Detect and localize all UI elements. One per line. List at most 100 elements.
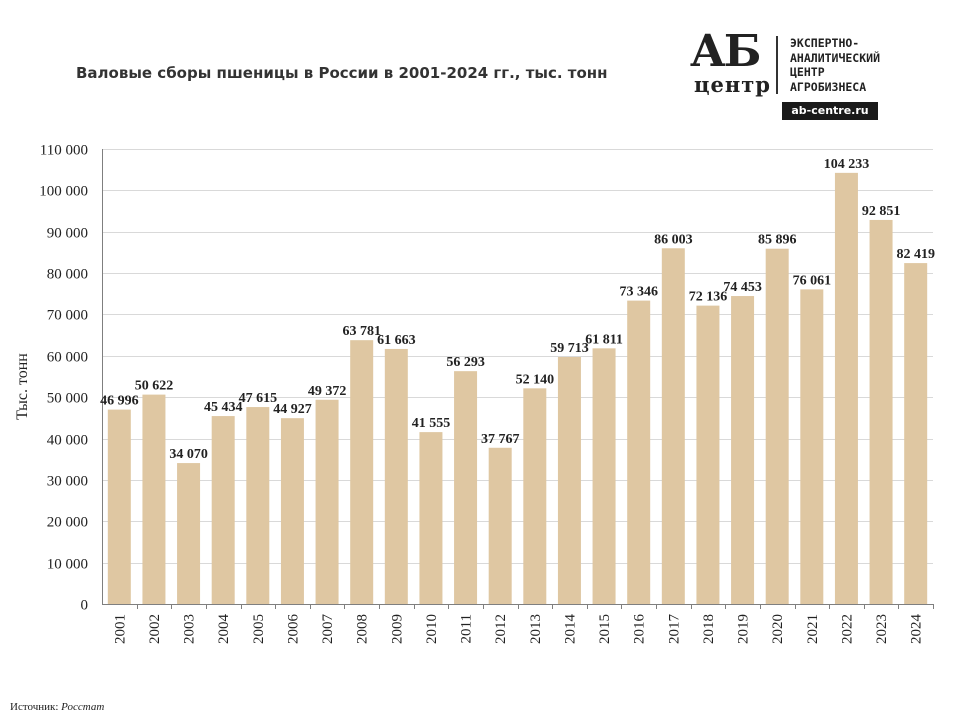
bar (419, 432, 443, 604)
x-tick-label: 2002 (147, 614, 163, 644)
y-axis-label: Тыс. тонн (14, 353, 31, 420)
data-label: 61 811 (585, 332, 623, 347)
x-tick-label: 2011 (459, 614, 475, 643)
y-tick-label: 90 000 (47, 226, 88, 242)
y-tick-label: 100 000 (39, 184, 88, 200)
x-tick-label: 2021 (805, 614, 821, 644)
bar (246, 407, 270, 604)
x-tick-label: 2010 (424, 614, 440, 644)
x-tick-label: 2009 (389, 614, 405, 644)
source-label: Источник: (10, 701, 59, 713)
x-tick-label: 2015 (597, 614, 613, 644)
bar (142, 394, 166, 604)
bar (765, 248, 789, 604)
data-label: 72 136 (689, 290, 728, 305)
logo-line: АНАЛИТИЧЕСКИЙ (790, 50, 881, 65)
y-tick-label: 40 000 (47, 433, 88, 449)
y-tick-label: 110 000 (40, 143, 88, 159)
data-label: 52 140 (516, 372, 555, 387)
x-tick-label: 2003 (182, 614, 198, 644)
bar (315, 399, 339, 604)
logo-url: ab-centre.ru (782, 102, 878, 120)
x-tick-label: 2017 (666, 614, 682, 645)
data-label: 74 453 (723, 280, 762, 295)
x-tick-label: 2019 (736, 614, 752, 644)
data-label: 63 781 (342, 324, 381, 339)
x-tick-label: 2014 (562, 614, 578, 645)
bar (280, 418, 304, 604)
data-label: 44 927 (273, 402, 312, 417)
data-label: 56 293 (446, 355, 485, 370)
x-tick-label: 2018 (701, 614, 717, 644)
chart-title: Валовые сборы пшеницы в России в 2001-20… (76, 64, 608, 82)
data-label: 47 615 (239, 391, 278, 406)
bar (177, 463, 201, 604)
bar (454, 371, 478, 604)
y-tick-label: 20 000 (47, 515, 88, 531)
x-tick-label: 2005 (251, 614, 267, 644)
data-label: 92 851 (862, 204, 901, 219)
x-tick-label: 2016 (632, 614, 648, 645)
x-tick-label: 2023 (874, 614, 890, 644)
data-label: 73 346 (619, 285, 658, 300)
bar (523, 388, 547, 604)
bar (834, 172, 858, 604)
source-value: Росстат (61, 701, 105, 713)
logo-mark: АБ центр (690, 30, 780, 100)
ab-centre-logo: АБ центр ЭКСПЕРТНО- АНАЛИТИЧЕСКИЙ ЦЕНТР … (690, 30, 940, 122)
bar (869, 219, 893, 604)
y-tick-label: 80 000 (47, 267, 88, 283)
bar (350, 340, 374, 604)
data-label: 85 896 (758, 233, 797, 248)
bar (800, 289, 824, 604)
x-tick-label: 2012 (493, 614, 509, 644)
x-tick-label: 2001 (112, 614, 128, 644)
x-tick-label: 2007 (320, 614, 336, 645)
y-tick-label: 30 000 (47, 474, 88, 490)
bar (696, 305, 720, 604)
bar (107, 409, 131, 604)
logo-line: ЭКСПЕРТНО- (790, 36, 860, 50)
source-note: Источник: Росстат (10, 701, 104, 713)
y-tick-label: 10 000 (47, 557, 88, 573)
logo-separator (776, 36, 778, 94)
data-label: 82 419 (896, 247, 935, 262)
bar (557, 357, 581, 604)
x-tick-label: 2024 (909, 614, 925, 645)
data-label: 45 434 (204, 400, 243, 415)
bar (488, 447, 512, 604)
logo-mark-top: АБ (690, 26, 761, 77)
x-tick-label: 2022 (839, 614, 855, 644)
x-tick-label: 2013 (528, 614, 544, 644)
bar (904, 263, 928, 604)
logo-line: ЦЕНТР (790, 65, 825, 79)
bar (627, 300, 651, 604)
x-tick-label: 2006 (285, 614, 301, 645)
data-label: 37 767 (481, 432, 520, 447)
bar (211, 416, 235, 604)
x-tick-label: 2020 (770, 614, 786, 644)
x-tick-label: 2008 (355, 614, 371, 644)
data-label: 61 663 (377, 333, 416, 348)
y-tick-label: 60 000 (47, 350, 88, 366)
data-label: 86 003 (654, 232, 693, 247)
data-label: 34 070 (169, 447, 208, 462)
y-tick-label: 70 000 (47, 308, 88, 324)
bar (731, 296, 755, 604)
bar (384, 348, 408, 604)
logo-text: ЭКСПЕРТНО- АНАЛИТИЧЕСКИЙ ЦЕНТР АГРОБИЗНЕ… (790, 36, 880, 94)
data-label: 104 233 (824, 157, 870, 172)
bar (661, 248, 685, 604)
data-label: 59 713 (550, 341, 589, 356)
y-tick-label: 0 (81, 598, 89, 614)
logo-mark-bottom: центр (694, 72, 771, 97)
data-label: 49 372 (308, 384, 347, 399)
y-tick-label: 50 000 (47, 391, 88, 407)
data-label: 41 555 (412, 416, 451, 431)
data-label: 76 061 (793, 273, 832, 288)
logo-line: АГРОБИЗНЕСА (790, 79, 867, 94)
x-tick-label: 2004 (216, 614, 232, 645)
data-label: 50 622 (135, 379, 174, 394)
